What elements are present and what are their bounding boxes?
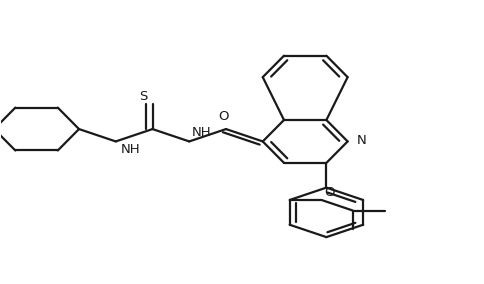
Text: S: S <box>138 90 147 103</box>
Text: N: N <box>356 134 365 147</box>
Text: NH: NH <box>192 126 212 139</box>
Text: O: O <box>218 110 228 124</box>
Text: O: O <box>323 185 333 199</box>
Text: NH: NH <box>121 143 140 156</box>
